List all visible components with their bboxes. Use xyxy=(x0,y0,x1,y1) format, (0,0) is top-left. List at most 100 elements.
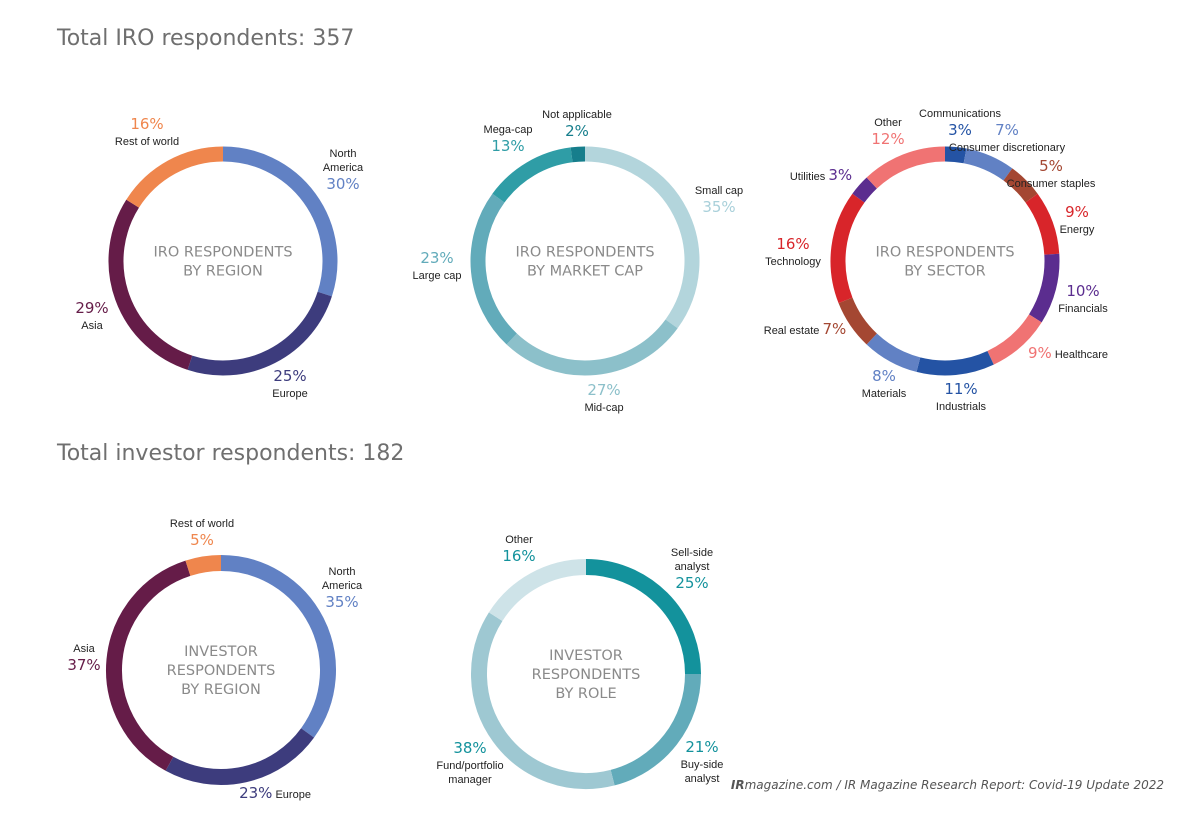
slice-name-industrials: Industrials xyxy=(936,401,987,413)
slice-pct-asia: 29% xyxy=(75,299,108,317)
slice-consumer-discretionary xyxy=(963,148,1013,181)
slice-name-financials: Financials xyxy=(1058,303,1108,315)
slice-large-cap xyxy=(470,193,517,345)
slice-pct-materials: 8% xyxy=(872,367,896,385)
slice-fund-portfolio-manager xyxy=(471,612,615,789)
slice-pct-small-cap: 35% xyxy=(702,198,735,216)
slice-consumer-staples xyxy=(1003,168,1038,203)
center-label: BY REGION xyxy=(183,264,263,280)
slice-real-estate xyxy=(838,297,878,345)
slice-name-small-cap: Small cap xyxy=(695,185,743,197)
slice-name-rest-of-world: Rest of world xyxy=(115,136,179,148)
slice-asia xyxy=(108,199,193,370)
slice-name-materials: Materials xyxy=(862,388,907,400)
slice-europe xyxy=(165,728,315,785)
slice-name-fund-portfolio-manager: manager xyxy=(448,774,492,786)
donut-chart-2: IRO RESPONDENTS BY MARKET CAP Small cap35%… xyxy=(413,109,744,414)
slice-name-asia: Asia xyxy=(73,643,95,655)
slice-other xyxy=(488,559,587,622)
slice-small-cap xyxy=(584,146,700,329)
slice-pct-europe: 25% xyxy=(273,367,306,385)
footer-text: magazine.com / IR Magazine Research Repo… xyxy=(744,778,1164,792)
slice-pct-technology: 16% xyxy=(776,235,809,253)
slice-name-energy: Energy xyxy=(1060,224,1095,236)
slice-pct-communications: 3% xyxy=(948,121,972,139)
center-label: BY REGION xyxy=(181,682,261,698)
slice-name-not-applicable: Not applicable xyxy=(542,109,612,121)
slice-north-america xyxy=(222,146,338,297)
slice-name-buy-side-analyst: Buy-side xyxy=(681,759,724,771)
center-label: RESPONDENTS xyxy=(167,663,276,679)
slice-label-real-estate: Real estate 7% xyxy=(764,320,847,338)
slice-pct-other: 16% xyxy=(502,547,535,565)
slice-pct-rest-of-world: 5% xyxy=(190,531,214,549)
slice-name-large-cap: Large cap xyxy=(413,270,462,282)
slice-other xyxy=(866,146,946,189)
slice-energy xyxy=(1025,193,1060,255)
slice-name-other: Other xyxy=(505,534,533,546)
slice-pct-large-cap: 23% xyxy=(420,249,453,267)
footer-brand: IR xyxy=(730,778,745,792)
slice-pct-north-america: 30% xyxy=(326,175,359,193)
iro-section-title: Total IRO respondents: 357 xyxy=(57,26,355,51)
slice-name-north-america: North xyxy=(329,566,356,578)
slice-healthcare xyxy=(987,314,1042,365)
slice-name-sell-side-analyst: Sell-side xyxy=(671,547,713,559)
center-label: BY SECTOR xyxy=(904,264,985,280)
slice-label-europe: 23% Europe xyxy=(239,784,311,802)
slice-pct-energy: 9% xyxy=(1065,203,1089,221)
slice-mega-cap xyxy=(492,147,573,203)
slice-technology xyxy=(830,193,865,304)
slice-pct-financials: 10% xyxy=(1066,282,1099,300)
donut-chart-4: INVESTOR RESPONDENTS BY REGION North America… xyxy=(67,518,363,802)
slice-pct-sell-side-analyst: 25% xyxy=(675,574,708,592)
slice-name-europe: Europe xyxy=(272,388,307,400)
slice-name-asia: Asia xyxy=(81,320,103,332)
slice-pct-mid-cap: 27% xyxy=(587,381,620,399)
slice-not-applicable xyxy=(570,146,586,163)
slice-rest-of-world xyxy=(185,555,222,576)
slice-rest-of-world xyxy=(126,146,224,208)
center-label: INVESTOR xyxy=(184,644,258,660)
slice-name-north-america: North xyxy=(330,148,357,160)
slice-pct-buy-side-analyst: 21% xyxy=(685,738,718,756)
slice-name-mega-cap: Mega-cap xyxy=(484,124,533,136)
slice-name-north-america: America xyxy=(323,162,364,174)
slice-name-technology: Technology xyxy=(765,256,821,268)
center-label: IRO RESPONDENTS xyxy=(153,245,292,261)
slice-name-buy-side-analyst: analyst xyxy=(685,773,720,785)
slice-name-mid-cap: Mid-cap xyxy=(584,402,623,414)
investor-section-title: Total investor respondents: 182 xyxy=(57,441,405,466)
slice-utilities xyxy=(852,177,878,203)
slice-name-sell-side-analyst: analyst xyxy=(675,561,710,573)
slice-buy-side-analyst xyxy=(610,673,701,786)
slice-pct-industrials: 11% xyxy=(944,380,977,398)
slice-pct-fund-portfolio-manager: 38% xyxy=(453,739,486,757)
slice-name-north-america: America xyxy=(322,580,363,592)
slice-pct-consumer-staples: 5% xyxy=(1039,157,1063,175)
slice-name-communications: Communications xyxy=(919,108,1001,120)
center-label: INVESTOR xyxy=(549,648,623,664)
slice-pct-not-applicable: 2% xyxy=(565,122,589,140)
slice-pct-north-america: 35% xyxy=(325,593,358,611)
center-label: BY MARKET CAP xyxy=(527,264,643,280)
slice-sell-side-analyst xyxy=(585,559,701,675)
slice-pct-asia: 37% xyxy=(67,656,100,674)
slice-label-healthcare: 9% Healthcare xyxy=(1028,344,1108,362)
slice-name-rest-of-world: Rest of world xyxy=(170,518,234,530)
slice-label-utilities: Utilities 3% xyxy=(790,166,852,184)
slice-name-fund-portfolio-manager: Fund/portfolio xyxy=(436,760,503,772)
slice-name-other: Other xyxy=(874,117,902,129)
slice-communications xyxy=(944,146,967,164)
slice-europe xyxy=(187,291,332,376)
center-label: RESPONDENTS xyxy=(532,667,641,683)
slice-name-consumer-discretionary: Consumer discretionary xyxy=(949,142,1066,154)
slice-north-america xyxy=(220,555,336,738)
slice-materials xyxy=(866,333,921,372)
slice-asia xyxy=(106,560,191,771)
slice-mid-cap xyxy=(506,319,678,376)
donut-chart-5: INVESTOR RESPONDENTS BY ROLE Sell-side analy… xyxy=(436,534,724,789)
slice-name-consumer-staples: Consumer staples xyxy=(1007,178,1096,190)
